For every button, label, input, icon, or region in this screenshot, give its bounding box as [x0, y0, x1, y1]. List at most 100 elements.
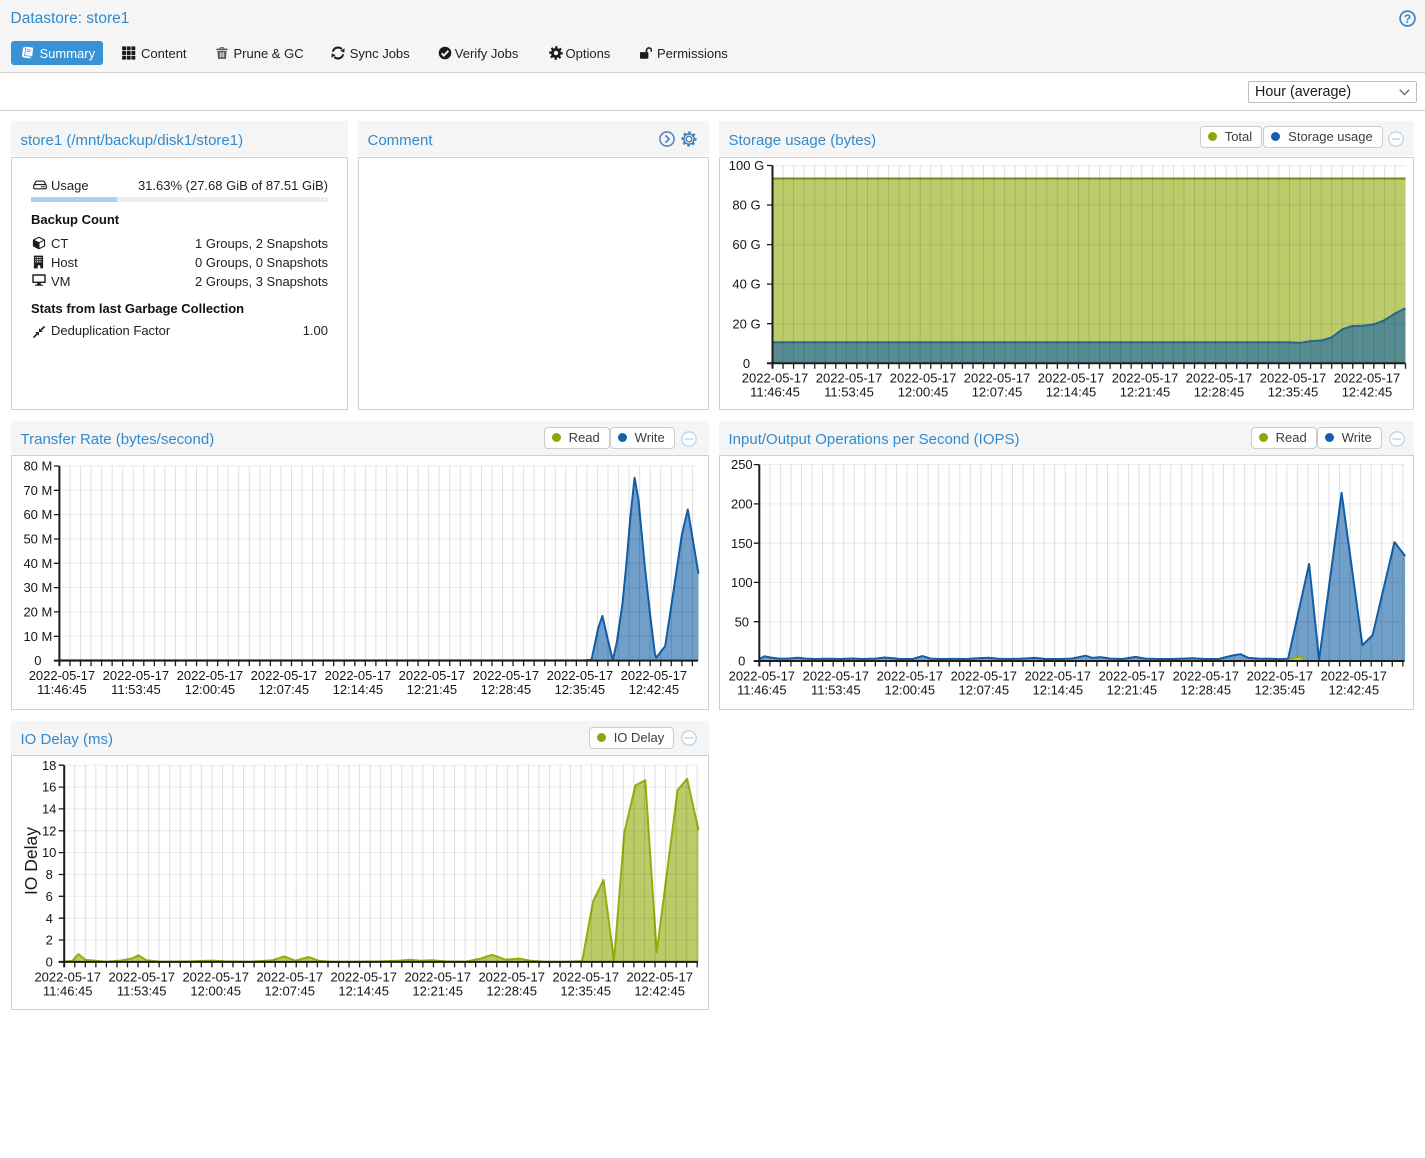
- svg-text:2022-05-17: 2022-05-17: [1024, 669, 1090, 684]
- svg-text:2022-05-17: 2022-05-17: [1111, 370, 1178, 385]
- svg-text:12:42:45: 12:42:45: [1341, 384, 1392, 399]
- svg-text:100 G: 100 G: [728, 158, 763, 173]
- svg-text:0: 0: [34, 653, 41, 668]
- svg-text:12:07:45: 12:07:45: [971, 384, 1022, 399]
- svg-text:11:46:45: 11:46:45: [737, 683, 787, 698]
- svg-text:16: 16: [41, 780, 55, 795]
- svg-text:11:53:45: 11:53:45: [824, 384, 874, 399]
- svg-text:2022-05-17: 2022-05-17: [1037, 370, 1104, 385]
- svg-text:2022-05-17: 2022-05-17: [34, 969, 101, 984]
- svg-text:2022-05-17: 2022-05-17: [102, 668, 168, 683]
- svg-text:12:21:45: 12:21:45: [1106, 683, 1157, 698]
- svg-text:12:42:45: 12:42:45: [1328, 683, 1379, 698]
- svg-text:12:14:45: 12:14:45: [332, 682, 383, 697]
- svg-text:2022-05-17: 2022-05-17: [546, 668, 612, 683]
- svg-text:2022-05-17: 2022-05-17: [108, 969, 175, 984]
- svg-text:18: 18: [41, 758, 55, 773]
- svg-text:12:35:45: 12:35:45: [560, 983, 611, 998]
- svg-text:2022-05-17: 2022-05-17: [889, 370, 956, 385]
- svg-text:11:46:45: 11:46:45: [42, 983, 92, 998]
- svg-text:2022-05-17: 2022-05-17: [1259, 370, 1326, 385]
- svg-text:12:14:45: 12:14:45: [338, 983, 389, 998]
- svg-text:100: 100: [730, 575, 752, 590]
- svg-text:2022-05-17: 2022-05-17: [620, 668, 686, 683]
- svg-text:?: ?: [1403, 12, 1410, 26]
- svg-text:2022-05-17: 2022-05-17: [1185, 370, 1252, 385]
- svg-text:12:21:45: 12:21:45: [412, 983, 463, 998]
- svg-text:250: 250: [730, 457, 752, 472]
- svg-text:11:53:45: 11:53:45: [811, 683, 861, 698]
- svg-text:11:53:45: 11:53:45: [116, 983, 166, 998]
- svg-text:2022-05-17: 2022-05-17: [404, 969, 471, 984]
- svg-text:70 M: 70 M: [23, 483, 52, 498]
- svg-text:12:35:45: 12:35:45: [1267, 384, 1318, 399]
- svg-text:8: 8: [45, 867, 52, 882]
- svg-text:2022-05-17: 2022-05-17: [741, 370, 808, 385]
- svg-text:2022-05-17: 2022-05-17: [950, 669, 1016, 684]
- svg-text:2022-05-17: 2022-05-17: [398, 668, 464, 683]
- svg-text:12:14:45: 12:14:45: [1045, 384, 1096, 399]
- svg-text:2022-05-17: 2022-05-17: [176, 668, 242, 683]
- svg-text:2022-05-17: 2022-05-17: [324, 668, 390, 683]
- svg-text:40 G: 40 G: [732, 276, 760, 291]
- svg-text:50: 50: [734, 614, 748, 629]
- svg-text:60 M: 60 M: [23, 507, 52, 522]
- svg-text:12:28:45: 12:28:45: [486, 983, 537, 998]
- svg-text:2022-05-17: 2022-05-17: [815, 370, 882, 385]
- svg-text:2022-05-17: 2022-05-17: [963, 370, 1030, 385]
- svg-text:12: 12: [41, 823, 55, 838]
- svg-text:60 G: 60 G: [732, 237, 760, 252]
- svg-text:11:53:45: 11:53:45: [111, 682, 161, 697]
- svg-text:150: 150: [730, 536, 752, 551]
- svg-text:12:35:45: 12:35:45: [1254, 683, 1305, 698]
- svg-text:0: 0: [742, 355, 749, 370]
- svg-text:0: 0: [738, 654, 745, 669]
- svg-text:2022-05-17: 2022-05-17: [330, 969, 397, 984]
- svg-text:12:00:45: 12:00:45: [884, 683, 935, 698]
- svg-text:40 M: 40 M: [23, 556, 52, 571]
- svg-text:20 M: 20 M: [23, 605, 52, 620]
- svg-text:12:42:45: 12:42:45: [628, 682, 679, 697]
- svg-text:2022-05-17: 2022-05-17: [1172, 669, 1238, 684]
- svg-text:14: 14: [41, 802, 55, 817]
- svg-text:12:00:45: 12:00:45: [190, 983, 241, 998]
- svg-text:2022-05-17: 2022-05-17: [28, 668, 94, 683]
- svg-text:2022-05-17: 2022-05-17: [802, 669, 868, 684]
- svg-text:12:07:45: 12:07:45: [264, 983, 315, 998]
- svg-text:12:00:45: 12:00:45: [184, 682, 235, 697]
- svg-text:11:46:45: 11:46:45: [750, 384, 800, 399]
- svg-text:12:28:45: 12:28:45: [1193, 384, 1244, 399]
- svg-text:12:21:45: 12:21:45: [406, 682, 457, 697]
- svg-text:12:28:45: 12:28:45: [1180, 683, 1231, 698]
- svg-text:2022-05-17: 2022-05-17: [256, 969, 323, 984]
- svg-text:2022-05-17: 2022-05-17: [876, 669, 942, 684]
- svg-text:80 M: 80 M: [23, 459, 52, 474]
- svg-text:20 G: 20 G: [732, 316, 760, 331]
- svg-text:30 M: 30 M: [23, 580, 52, 595]
- svg-text:12:07:45: 12:07:45: [958, 683, 1009, 698]
- svg-text:0: 0: [45, 955, 52, 970]
- svg-text:12:00:45: 12:00:45: [897, 384, 948, 399]
- svg-text:2022-05-17: 2022-05-17: [552, 969, 619, 984]
- svg-text:50 M: 50 M: [23, 532, 52, 547]
- svg-text:2022-05-17: 2022-05-17: [182, 969, 249, 984]
- svg-text:12:42:45: 12:42:45: [634, 983, 685, 998]
- svg-text:80 G: 80 G: [732, 197, 760, 212]
- svg-text:2: 2: [45, 933, 52, 948]
- svg-text:12:21:45: 12:21:45: [1119, 384, 1170, 399]
- svg-text:2022-05-17: 2022-05-17: [478, 969, 545, 984]
- svg-text:2022-05-17: 2022-05-17: [728, 669, 794, 684]
- svg-text:12:35:45: 12:35:45: [554, 682, 605, 697]
- svg-text:11:46:45: 11:46:45: [37, 682, 87, 697]
- svg-text:12:07:45: 12:07:45: [258, 682, 309, 697]
- svg-text:2022-05-17: 2022-05-17: [626, 969, 693, 984]
- svg-text:12:28:45: 12:28:45: [480, 682, 531, 697]
- svg-text:10: 10: [41, 845, 55, 860]
- svg-text:6: 6: [45, 889, 52, 904]
- svg-text:4: 4: [45, 911, 52, 926]
- svg-text:2022-05-17: 2022-05-17: [472, 668, 538, 683]
- svg-text:200: 200: [730, 497, 752, 512]
- svg-text:2022-05-17: 2022-05-17: [1333, 370, 1400, 385]
- svg-text:2022-05-17: 2022-05-17: [1246, 669, 1312, 684]
- svg-text:2022-05-17: 2022-05-17: [1098, 669, 1164, 684]
